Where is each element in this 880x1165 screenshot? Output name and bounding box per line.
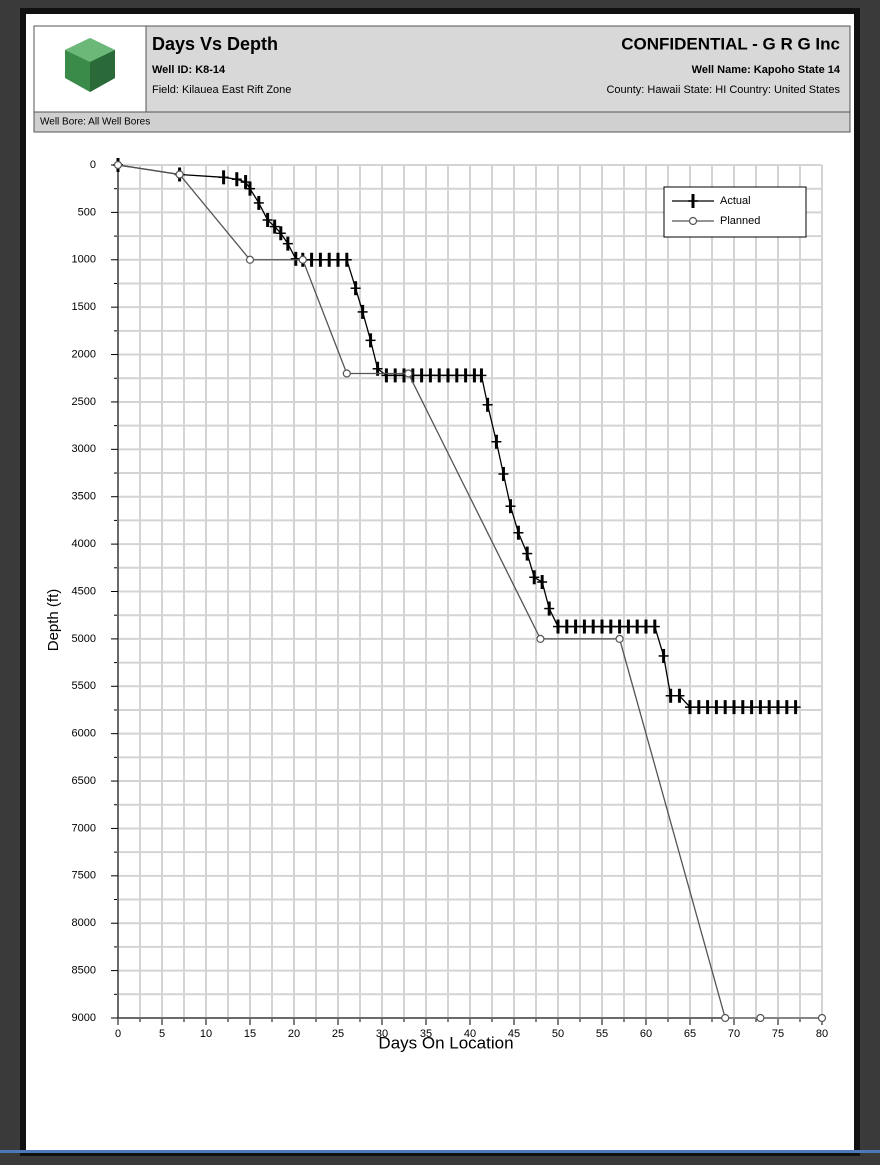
confidential: CONFIDENTIAL - G R G Inc [621, 34, 840, 53]
circle-marker [757, 1015, 764, 1022]
circle-marker [247, 256, 254, 263]
x-tick-label: 45 [508, 1028, 520, 1040]
circle-marker [819, 1015, 826, 1022]
y-tick-label: 1500 [72, 301, 96, 313]
y-tick-label: 4500 [72, 585, 96, 597]
circle-marker [343, 370, 350, 377]
y-tick-label: 1000 [72, 254, 96, 266]
legend-label: Actual [720, 195, 751, 207]
well-id: Well ID: K8-14 [152, 64, 226, 76]
circle-marker [690, 218, 697, 225]
x-tick-label: 15 [244, 1028, 256, 1040]
x-tick-label: 35 [420, 1028, 432, 1040]
x-tick-label: 5 [159, 1028, 165, 1040]
field: Field: Kilauea East Rift Zone [152, 84, 291, 96]
chart: Days Vs Depth Well ID: K8-14 Field: Kila… [0, 0, 880, 1165]
x-tick-label: 65 [684, 1028, 696, 1040]
y-tick-label: 3500 [72, 491, 96, 503]
circle-marker [537, 635, 544, 642]
y-tick-label: 5000 [72, 633, 96, 645]
chart-title: Days Vs Depth [152, 34, 278, 54]
y-tick-label: 9000 [72, 1012, 96, 1024]
location: County: Hawaii State: HI Country: United… [606, 84, 840, 96]
bottom-rule [0, 1150, 880, 1153]
x-tick-label: 70 [728, 1028, 740, 1040]
y-axis-label: Depth (ft) [45, 589, 62, 652]
x-tick-label: 0 [115, 1028, 121, 1040]
circle-marker [722, 1015, 729, 1022]
x-tick-label: 60 [640, 1028, 652, 1040]
circle-marker [115, 162, 122, 169]
y-tick-label: 8500 [72, 965, 96, 977]
x-tick-label: 10 [200, 1028, 212, 1040]
x-tick-label: 50 [552, 1028, 564, 1040]
y-tick-label: 3000 [72, 443, 96, 455]
well-bore-bar [34, 112, 850, 132]
page: {"chart_data": {"type": "line", "title":… [0, 0, 880, 1165]
circle-marker [616, 635, 623, 642]
y-tick-label: 6500 [72, 775, 96, 787]
x-tick-label: 20 [288, 1028, 300, 1040]
x-tick-label: 75 [772, 1028, 784, 1040]
circle-marker [299, 256, 306, 263]
x-axis-label: Days On Location [378, 1033, 513, 1052]
y-tick-label: 5500 [72, 680, 96, 692]
y-tick-label: 7500 [72, 870, 96, 882]
y-tick-label: 500 [78, 206, 96, 218]
well-name: Well Name: Kapoho State 14 [692, 64, 841, 76]
y-tick-label: 7000 [72, 822, 96, 834]
y-tick-label: 0 [90, 159, 96, 171]
x-tick-label: 80 [816, 1028, 828, 1040]
x-tick-label: 40 [464, 1028, 476, 1040]
x-tick-label: 55 [596, 1028, 608, 1040]
y-tick-label: 8000 [72, 917, 96, 929]
legend-label: Planned [720, 215, 760, 227]
circle-marker [405, 370, 412, 377]
circle-marker [176, 171, 183, 178]
x-tick-label: 25 [332, 1028, 344, 1040]
y-tick-label: 2500 [72, 396, 96, 408]
well-bore: Well Bore: All Well Bores [40, 117, 150, 128]
y-tick-label: 6000 [72, 728, 96, 740]
x-tick-label: 30 [376, 1028, 388, 1040]
y-tick-label: 4000 [72, 538, 96, 550]
y-tick-label: 2000 [72, 348, 96, 360]
